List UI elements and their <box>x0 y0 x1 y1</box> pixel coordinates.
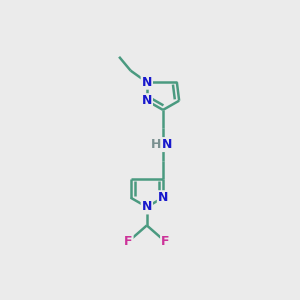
Text: N: N <box>142 76 152 89</box>
Text: H: H <box>150 138 161 151</box>
Text: N: N <box>158 191 168 204</box>
Text: N: N <box>162 138 172 151</box>
Text: N: N <box>142 94 152 107</box>
Text: F: F <box>161 235 170 248</box>
Text: F: F <box>124 235 133 248</box>
Text: N: N <box>142 200 152 213</box>
